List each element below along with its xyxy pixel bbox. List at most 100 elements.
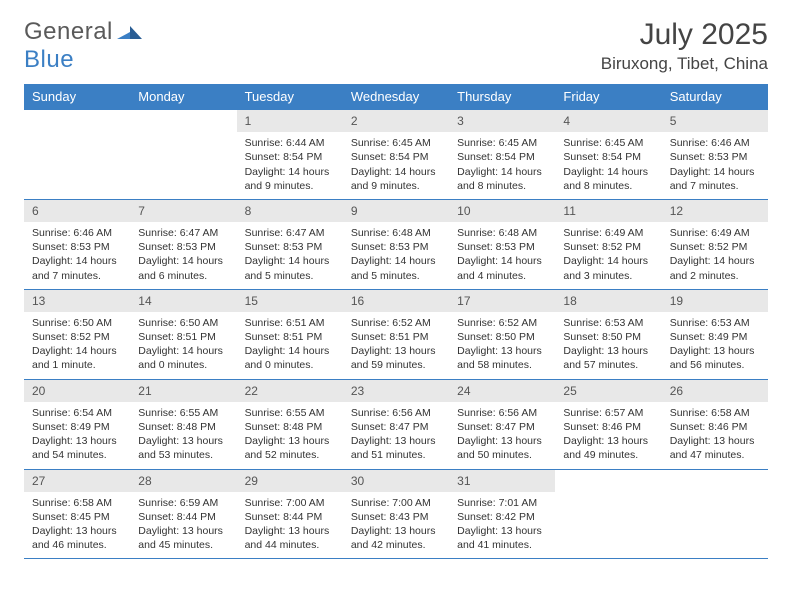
daylight-text-2: and 49 minutes. <box>563 448 653 462</box>
day-number: 6 <box>24 200 130 222</box>
sunrise-text: Sunrise: 6:54 AM <box>32 406 122 420</box>
calendar-cell: 23Sunrise: 6:56 AMSunset: 8:47 PMDayligh… <box>343 380 449 469</box>
sunrise-text: Sunrise: 6:55 AM <box>138 406 228 420</box>
logo: GeneralBlue <box>24 18 143 74</box>
sunrise-text: Sunrise: 6:45 AM <box>351 136 441 150</box>
day-number: 28 <box>130 470 236 492</box>
day-number <box>662 470 768 492</box>
daylight-text-2: and 51 minutes. <box>351 448 441 462</box>
sunset-text: Sunset: 8:49 PM <box>670 330 760 344</box>
daylight-text-1: Daylight: 13 hours <box>32 434 122 448</box>
sunrise-text: Sunrise: 6:51 AM <box>245 316 335 330</box>
sunset-text: Sunset: 8:50 PM <box>457 330 547 344</box>
day-detail: Sunrise: 6:58 AMSunset: 8:45 PMDaylight:… <box>24 492 130 559</box>
calendar-cell: 8Sunrise: 6:47 AMSunset: 8:53 PMDaylight… <box>237 200 343 289</box>
sunset-text: Sunset: 8:51 PM <box>351 330 441 344</box>
calendar-cell: 4Sunrise: 6:45 AMSunset: 8:54 PMDaylight… <box>555 110 661 199</box>
day-number: 10 <box>449 200 555 222</box>
location-text: Biruxong, Tibet, China <box>601 54 768 74</box>
day-number: 31 <box>449 470 555 492</box>
day-detail: Sunrise: 6:50 AMSunset: 8:51 PMDaylight:… <box>130 312 236 379</box>
day-number: 4 <box>555 110 661 132</box>
day-number: 19 <box>662 290 768 312</box>
daylight-text-2: and 9 minutes. <box>351 179 441 193</box>
daylight-text-1: Daylight: 13 hours <box>138 434 228 448</box>
sunset-text: Sunset: 8:44 PM <box>138 510 228 524</box>
daylight-text-1: Daylight: 13 hours <box>351 524 441 538</box>
sunset-text: Sunset: 8:46 PM <box>670 420 760 434</box>
sunset-text: Sunset: 8:53 PM <box>32 240 122 254</box>
daylight-text-2: and 0 minutes. <box>245 358 335 372</box>
day-detail: Sunrise: 6:49 AMSunset: 8:52 PMDaylight:… <box>662 222 768 289</box>
sunset-text: Sunset: 8:51 PM <box>138 330 228 344</box>
day-number <box>130 110 236 132</box>
calendar-week: 13Sunrise: 6:50 AMSunset: 8:52 PMDayligh… <box>24 290 768 380</box>
day-number: 5 <box>662 110 768 132</box>
daylight-text-2: and 4 minutes. <box>457 269 547 283</box>
day-number: 25 <box>555 380 661 402</box>
daylight-text-2: and 47 minutes. <box>670 448 760 462</box>
day-detail: Sunrise: 6:57 AMSunset: 8:46 PMDaylight:… <box>555 402 661 469</box>
sunrise-text: Sunrise: 6:46 AM <box>670 136 760 150</box>
sunrise-text: Sunrise: 6:45 AM <box>457 136 547 150</box>
calendar-cell: 12Sunrise: 6:49 AMSunset: 8:52 PMDayligh… <box>662 200 768 289</box>
sunrise-text: Sunrise: 6:50 AM <box>138 316 228 330</box>
daylight-text-1: Daylight: 14 hours <box>32 344 122 358</box>
col-thursday: Thursday <box>449 84 555 109</box>
day-detail: Sunrise: 6:50 AMSunset: 8:52 PMDaylight:… <box>24 312 130 379</box>
col-monday: Monday <box>130 84 236 109</box>
daylight-text-1: Daylight: 13 hours <box>457 344 547 358</box>
day-detail: Sunrise: 6:54 AMSunset: 8:49 PMDaylight:… <box>24 402 130 469</box>
sunrise-text: Sunrise: 6:47 AM <box>245 226 335 240</box>
daylight-text-1: Daylight: 13 hours <box>351 344 441 358</box>
calendar-week: 1 Sunrise: 6:44 AM Sunset: 8:54 PM Daylight… <box>24 109 768 200</box>
daylight-text-2: and 54 minutes. <box>32 448 122 462</box>
day-number: 26 <box>662 380 768 402</box>
col-wednesday: Wednesday <box>343 84 449 109</box>
day-detail: Sunrise: 7:01 AMSunset: 8:42 PMDaylight:… <box>449 492 555 559</box>
calendar-cell: 9Sunrise: 6:48 AMSunset: 8:53 PMDaylight… <box>343 200 449 289</box>
calendar-cell: 30Sunrise: 7:00 AMSunset: 8:43 PMDayligh… <box>343 470 449 559</box>
sunset-text: Sunset: 8:53 PM <box>351 240 441 254</box>
day-detail: Sunrise: 6:48 AMSunset: 8:53 PMDaylight:… <box>449 222 555 289</box>
day-number: 2 <box>343 110 449 132</box>
daylight-text-2: and 9 minutes. <box>245 179 335 193</box>
daylight-text-1: Daylight: 14 hours <box>32 254 122 268</box>
daylight-text-2: and 42 minutes. <box>351 538 441 552</box>
calendar-cell <box>24 110 130 199</box>
sunrise-text: Sunrise: 6:58 AM <box>670 406 760 420</box>
day-number: 12 <box>662 200 768 222</box>
daylight-text-1: Daylight: 13 hours <box>670 344 760 358</box>
daylight-text-1: Daylight: 14 hours <box>351 165 441 179</box>
daylight-text-2: and 52 minutes. <box>245 448 335 462</box>
calendar-cell: 5Sunrise: 6:46 AMSunset: 8:53 PMDaylight… <box>662 110 768 199</box>
sunset-text: Sunset: 8:46 PM <box>563 420 653 434</box>
sunset-text: Sunset: 8:54 PM <box>457 150 547 164</box>
sunset-text: Sunset: 8:44 PM <box>245 510 335 524</box>
day-number: 23 <box>343 380 449 402</box>
daylight-text-2: and 5 minutes. <box>351 269 441 283</box>
sunrise-text: Sunrise: 6:56 AM <box>351 406 441 420</box>
daylight-text-1: Daylight: 14 hours <box>245 165 335 179</box>
day-number: 3 <box>449 110 555 132</box>
day-number: 14 <box>130 290 236 312</box>
sunset-text: Sunset: 8:47 PM <box>351 420 441 434</box>
day-detail: Sunrise: 6:46 AMSunset: 8:53 PMDaylight:… <box>662 132 768 199</box>
calendar-cell <box>555 470 661 559</box>
daylight-text-1: Daylight: 14 hours <box>245 254 335 268</box>
sunrise-text: Sunrise: 6:44 AM <box>245 136 335 150</box>
day-number: 8 <box>237 200 343 222</box>
daylight-text-1: Daylight: 13 hours <box>563 344 653 358</box>
daylight-text-1: Daylight: 14 hours <box>563 165 653 179</box>
calendar-cell: 11Sunrise: 6:49 AMSunset: 8:52 PMDayligh… <box>555 200 661 289</box>
sunset-text: Sunset: 8:48 PM <box>138 420 228 434</box>
sunset-text: Sunset: 8:43 PM <box>351 510 441 524</box>
day-number: 9 <box>343 200 449 222</box>
sunset-text: Sunset: 8:53 PM <box>670 150 760 164</box>
day-number: 17 <box>449 290 555 312</box>
calendar-week: 20Sunrise: 6:54 AMSunset: 8:49 PMDayligh… <box>24 380 768 470</box>
daylight-text-1: Daylight: 14 hours <box>670 165 760 179</box>
daylight-text-1: Daylight: 13 hours <box>563 434 653 448</box>
day-number: 1 <box>237 110 343 132</box>
sunrise-text: Sunrise: 6:46 AM <box>32 226 122 240</box>
